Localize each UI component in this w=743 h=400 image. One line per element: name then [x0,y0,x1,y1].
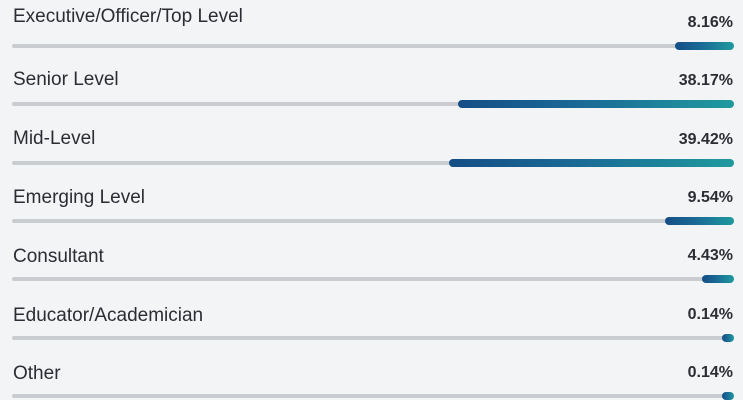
bar-row: Consultant 4.43% [12,237,734,284]
bar-track [12,391,734,400]
bar-category-label: Other [13,363,61,385]
horizontal-bar-chart: Executive/Officer/Top Level 8.16% Senior L… [12,4,734,400]
bar-fill [458,100,734,109]
bar-track [12,275,734,284]
bar-category-label: Emerging Level [13,186,146,208]
bar-row: Senior Level 38.17% [12,62,734,109]
bar-fill [449,158,734,167]
bar-track [12,216,734,225]
bar-value-label: 9.54% [687,188,733,206]
bar-category-label: Educator/Academician [13,304,204,326]
bar-row: Educator/Academician 0.14% [12,296,734,342]
bar-value-label: 0.14% [687,305,733,323]
bar-fill [722,391,734,400]
bar-category-label: Consultant [13,245,104,267]
bar-value-label: 8.16% [687,14,733,31]
bar-track [12,333,734,342]
bar-value-label: 4.43% [687,247,733,265]
bar-fill [702,275,734,284]
bar-value-label: 0.14% [687,363,733,381]
bar-track [12,158,734,167]
bar-category-label: Executive/Officer/Top Level [13,6,243,27]
bar-row: Emerging Level 9.54% [12,179,734,225]
bar-category-label: Mid-Level [13,127,96,149]
bar-value-label: 39.42% [678,130,733,148]
bar-value-label: 38.17% [678,72,733,90]
bar-fill [722,333,734,342]
bar-fill [675,42,734,50]
bar-category-label: Senior Level [13,68,119,90]
bar-row: Other 0.14% [12,354,734,400]
bar-fill [665,216,734,225]
bar-track [12,42,734,50]
bar-row: Mid-Level 39.42% [12,121,734,167]
bar-track [12,100,734,109]
bar-row: Executive/Officer/Top Level 8.16% [12,4,734,50]
